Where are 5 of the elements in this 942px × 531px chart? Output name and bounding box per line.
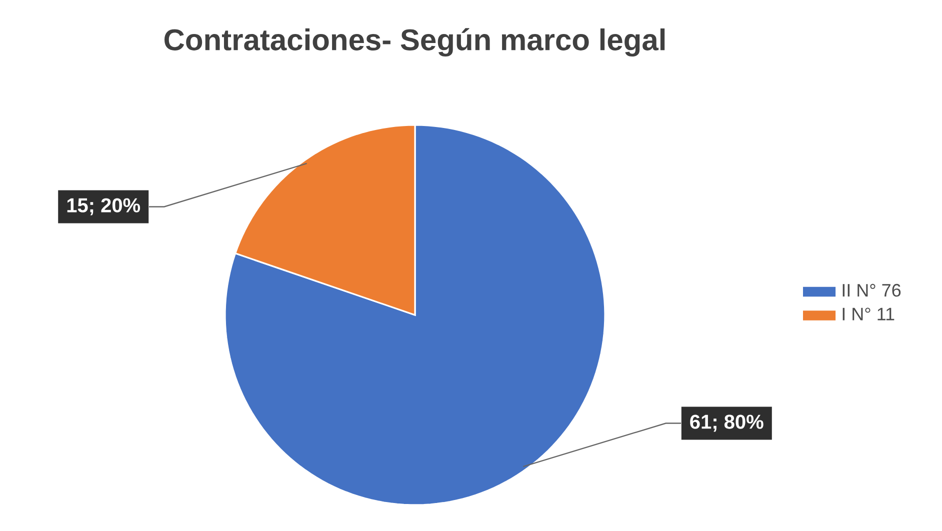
legend-label: I N° 11 xyxy=(842,308,894,320)
chart-title: Contrataciones- Según marco legal xyxy=(164,28,665,57)
data-label: 61; 80% xyxy=(690,414,764,432)
legend-label: II N° 76 xyxy=(842,284,901,297)
data-label: 15; 20% xyxy=(67,198,140,216)
